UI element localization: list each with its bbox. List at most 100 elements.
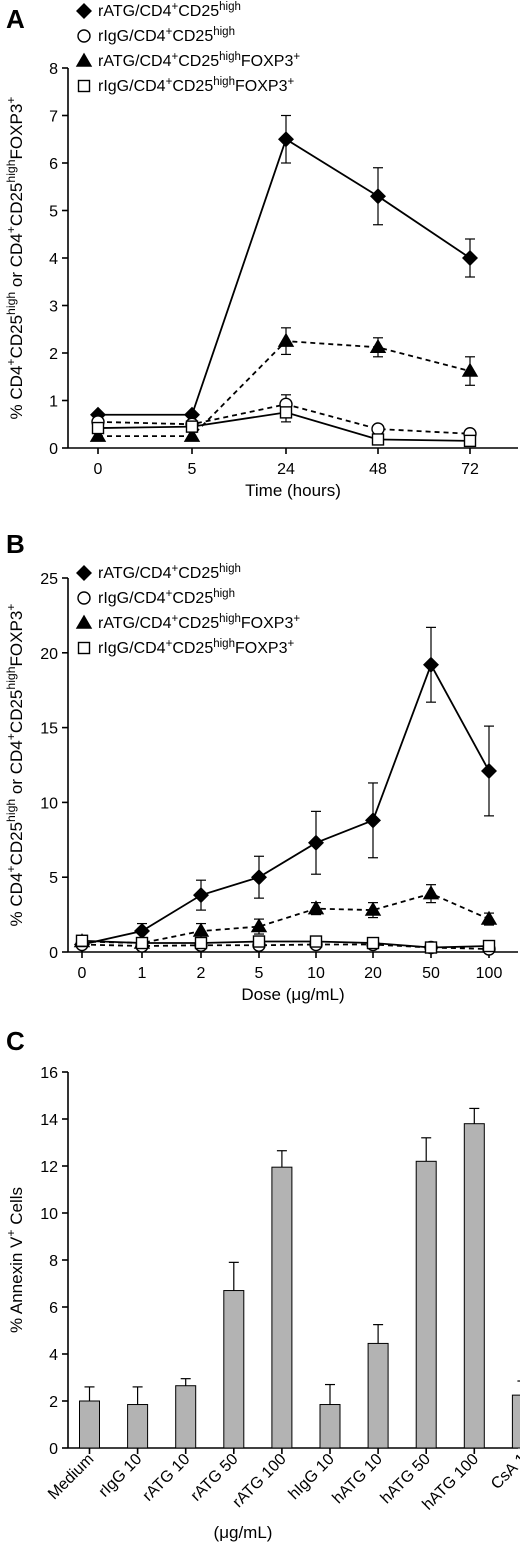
x-axis-label: Dose (μg/mL) (241, 985, 344, 1004)
y-tick-label: 25 (40, 571, 58, 588)
data-point-square (371, 433, 385, 446)
y-tick-label: 14 (40, 1112, 58, 1129)
y-tick-label: 0 (49, 441, 58, 458)
bar (511, 1394, 520, 1449)
legend-marker-triangle (75, 614, 93, 629)
y-tick-label: 8 (49, 61, 58, 78)
x-tick-label: 0 (94, 461, 103, 478)
x-tick-label: 2 (197, 965, 206, 982)
y-tick-label: 4 (49, 1347, 58, 1364)
bar (175, 1385, 197, 1449)
x-tick-label: rATG 10 (140, 1451, 194, 1505)
data-point-triangle (461, 362, 479, 377)
data-point-triangle (277, 332, 295, 347)
data-point-diamond (278, 131, 294, 148)
data-point-diamond (423, 656, 439, 673)
bar (223, 1290, 245, 1449)
x-tick-label: 72 (461, 461, 479, 478)
legend-label: rIgG/CD4+CD25highFOXP3+ (98, 76, 294, 95)
data-point-diamond (365, 812, 381, 829)
data-point-square (135, 936, 149, 950)
legend-marker-circle (77, 591, 91, 605)
bar (79, 1400, 100, 1449)
legend: rATG/CD4+CD25high rIgG/CD4+CD25high rATG/C… (75, 1, 300, 95)
y-tick-label: 7 (49, 109, 58, 126)
legend-label: rATG/CD4+CD25highFOXP3+ (98, 51, 300, 70)
y-tick-label: 20 (40, 646, 58, 663)
legend-label: rIgG/CD4+CD25high (98, 26, 235, 45)
bar (319, 1404, 341, 1449)
y-tick-label: 0 (49, 1441, 58, 1458)
legend: rATG/CD4+CD25high rIgG/CD4+CD25high rATG/C… (75, 563, 300, 657)
y-tick-label: 10 (40, 795, 58, 812)
x-tick-label: 48 (369, 461, 387, 478)
data-point-square (75, 934, 89, 947)
data-point-triangle (89, 427, 107, 442)
data-point-square (252, 935, 266, 948)
data-point-square (185, 420, 199, 433)
y-tick-label: 2 (49, 346, 58, 363)
legend-marker-triangle (75, 52, 93, 67)
data-point-diamond (308, 834, 324, 851)
x-tick-label: Medium (45, 1451, 97, 1503)
panel-letter-a: A (6, 4, 25, 34)
series-line-3 (81, 939, 490, 949)
y-tick-label: 15 (40, 721, 58, 738)
y-tick-label: 1 (49, 394, 58, 411)
data-point-square (424, 941, 438, 954)
x-tick-label: CsA 1 (488, 1451, 520, 1493)
legend-label: rIgG/CD4+CD25highFOXP3+ (98, 638, 294, 657)
legend-marker-square (77, 79, 91, 93)
data-point-square (463, 434, 477, 448)
chart-panel-a: 0 1 2 3 4 5 6 7 8 0 5 24 48 72 Time (hours) % CD4+CD25h… (4, 1, 518, 500)
data-point-triangle (364, 901, 382, 916)
y-axis-label: % CD4+CD25high or CD4+CD25highFOXP3+ (4, 604, 26, 927)
panel-letter-b: B (6, 529, 25, 559)
series-line-2 (81, 892, 490, 944)
data-point-triangle (192, 922, 210, 937)
y-tick-label: 5 (49, 870, 58, 887)
bar (415, 1160, 437, 1449)
data-point-square (279, 406, 293, 419)
legend-label: rATG/CD4+CD25high (98, 1, 241, 20)
legend-label: rIgG/CD4+CD25high (98, 588, 235, 607)
y-tick-label: 5 (49, 204, 58, 221)
data-point-triangle (183, 427, 201, 442)
bar (463, 1123, 485, 1449)
data-point-triangle (422, 885, 440, 900)
x-tick-label: 5 (188, 461, 197, 478)
x-axis-label: Time (hours) (245, 481, 341, 500)
data-point-diamond (251, 869, 267, 886)
legend-label: rATG/CD4+CD25high (98, 563, 241, 582)
bar (127, 1404, 149, 1449)
legend-marker-diamond (76, 565, 92, 581)
y-axis-label: % Annexin V+ Cells (4, 1187, 26, 1333)
data-point-diamond (193, 887, 209, 904)
data-point-square (309, 935, 323, 948)
x-tick-label: 1 (138, 965, 147, 982)
data-point-circle (371, 422, 385, 436)
legend-marker-square (77, 641, 91, 655)
data-point-square (194, 936, 208, 950)
y-tick-label: 0 (49, 945, 58, 962)
x-tick-label: 0 (78, 965, 87, 982)
data-point-triangle (480, 910, 498, 925)
data-point-triangle (250, 918, 268, 933)
x-tick-label: hATG 10 (329, 1451, 386, 1508)
bar (271, 1166, 293, 1449)
x-tick-label: 20 (364, 965, 382, 982)
data-point-diamond (462, 250, 478, 266)
legend-label: rATG/CD4+CD25highFOXP3+ (98, 613, 300, 632)
series-line-0 (98, 137, 471, 416)
bar (367, 1342, 389, 1449)
legend-marker-diamond (76, 3, 92, 19)
x-axis-label: (μg/mL) (214, 1523, 273, 1542)
x-tick-label: 100 (476, 965, 503, 982)
x-tick-label: 24 (277, 461, 295, 478)
data-point-triangle (369, 338, 387, 353)
y-tick-label: 6 (49, 1300, 58, 1317)
y-tick-label: 16 (40, 1065, 58, 1082)
x-tick-label: 5 (255, 965, 264, 982)
